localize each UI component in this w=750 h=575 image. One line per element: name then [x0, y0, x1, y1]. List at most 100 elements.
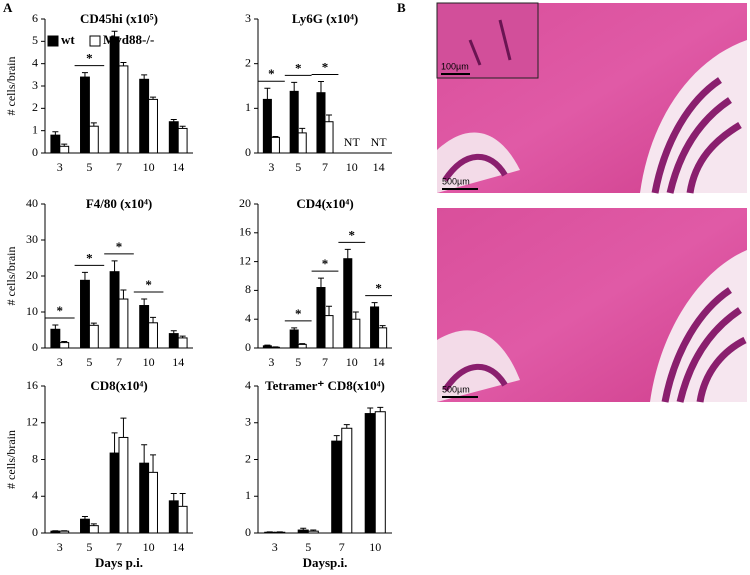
- bar: [177, 127, 188, 154]
- y-tick-label: 6: [32, 11, 38, 25]
- y-tick-label: 12: [26, 415, 38, 429]
- error-bar: [120, 417, 127, 438]
- significance-star: *: [86, 250, 93, 265]
- x-tick-label: 7: [116, 540, 122, 554]
- y-tick-label: 2: [245, 451, 251, 465]
- significance-star: *: [86, 51, 93, 66]
- error-bar: [333, 435, 340, 442]
- legend-swatch: [47, 35, 59, 47]
- chart-title: CD8(x10⁴): [90, 378, 147, 393]
- error-bar: [170, 492, 177, 501]
- x-tick-label: 7: [116, 355, 122, 369]
- error-bar: [317, 277, 324, 288]
- bar: [297, 529, 309, 534]
- chart-title: F4/80 (x10⁴): [86, 196, 152, 211]
- y-tick-label: 2: [32, 100, 38, 114]
- x-tick-label: 10: [143, 540, 155, 554]
- bar: [109, 36, 120, 154]
- significance-star: *: [116, 239, 123, 254]
- error-bar: [141, 444, 148, 464]
- x-tick-label: 3: [268, 160, 274, 174]
- y-tick-label: 40: [26, 196, 38, 210]
- bar: [262, 98, 272, 154]
- bar: [109, 271, 120, 349]
- error-bar: [170, 119, 177, 122]
- error-bar: [367, 407, 374, 414]
- bar: [80, 518, 90, 534]
- y-tick-label: 1: [245, 488, 251, 502]
- x-tick-label: 14: [373, 160, 385, 174]
- bar: [118, 298, 129, 349]
- chart-title: CD45hi (x10⁵): [80, 11, 158, 26]
- error-bar: [141, 298, 148, 306]
- y-tick-label: 3: [245, 415, 251, 429]
- bar: [88, 324, 99, 349]
- error-bar: [352, 311, 359, 320]
- bar: [168, 121, 179, 154]
- significance-star: *: [268, 66, 275, 81]
- error-bar: [264, 87, 271, 100]
- y-tick-label: 1: [32, 122, 38, 136]
- histology-image: 100µm 500µm: [436, 2, 747, 194]
- y-tick-label: 3: [245, 11, 251, 25]
- bar: [59, 145, 70, 154]
- bar: [88, 125, 99, 154]
- y-tick-label: 0: [245, 145, 251, 159]
- bar: [316, 92, 326, 154]
- y-tick-label: 5: [32, 33, 38, 47]
- error-bar: [179, 492, 186, 507]
- x-tick-label: 10: [143, 355, 155, 369]
- bar: [307, 530, 319, 534]
- scale-label: 500µm: [442, 384, 470, 394]
- x-axis-label: Daysp.i.: [303, 555, 348, 570]
- error-bar: [150, 454, 157, 473]
- bar: [50, 134, 61, 154]
- error-bar: [120, 62, 127, 66]
- y-tick-label: 0: [245, 340, 251, 354]
- bar: [80, 76, 90, 154]
- error-bar: [179, 125, 186, 129]
- bar: [148, 322, 158, 349]
- error-bar: [343, 424, 350, 429]
- x-tick-label: 3: [57, 540, 63, 554]
- error-bar: [90, 322, 97, 326]
- error-bar: [379, 325, 386, 328]
- bar: [50, 328, 61, 349]
- significance-star: *: [295, 306, 302, 321]
- y-tick-label: 1: [245, 100, 251, 114]
- y-axis-label: # cells/brain: [4, 247, 18, 306]
- x-tick-label: 3: [57, 355, 63, 369]
- y-tick-label: 4: [32, 55, 38, 69]
- y-tick-label: 10: [26, 304, 38, 318]
- error-bar: [170, 330, 177, 334]
- error-bar: [264, 344, 271, 346]
- error-bar: [81, 72, 88, 78]
- bar: [168, 333, 179, 349]
- chart-title: Ly6G (x10⁴): [292, 11, 358, 26]
- error-bar: [326, 114, 333, 122]
- error-bar: [179, 335, 186, 338]
- significance-star: *: [322, 256, 329, 271]
- error-bar: [111, 260, 118, 272]
- bar: [289, 90, 299, 154]
- bar: [324, 121, 334, 154]
- bar: [139, 462, 150, 534]
- bar: [343, 258, 353, 349]
- bar: [341, 427, 353, 534]
- significance-star: *: [295, 60, 302, 75]
- error-bar: [300, 527, 307, 531]
- error-bar: [90, 122, 97, 127]
- error-bar: [291, 81, 298, 92]
- y-tick-label: 8: [245, 282, 251, 296]
- scale-label: 100µm: [441, 61, 469, 71]
- error-bar: [326, 305, 333, 316]
- bar: [331, 440, 343, 534]
- error-bar: [120, 289, 127, 300]
- x-tick-label: 3: [272, 540, 278, 554]
- error-bar: [150, 96, 157, 100]
- chart-title: Tetramer⁺ CD8(x10⁴): [265, 378, 385, 393]
- y-tick-label: 4: [245, 378, 251, 392]
- error-bar: [299, 127, 306, 133]
- y-tick-label: 0: [32, 340, 38, 354]
